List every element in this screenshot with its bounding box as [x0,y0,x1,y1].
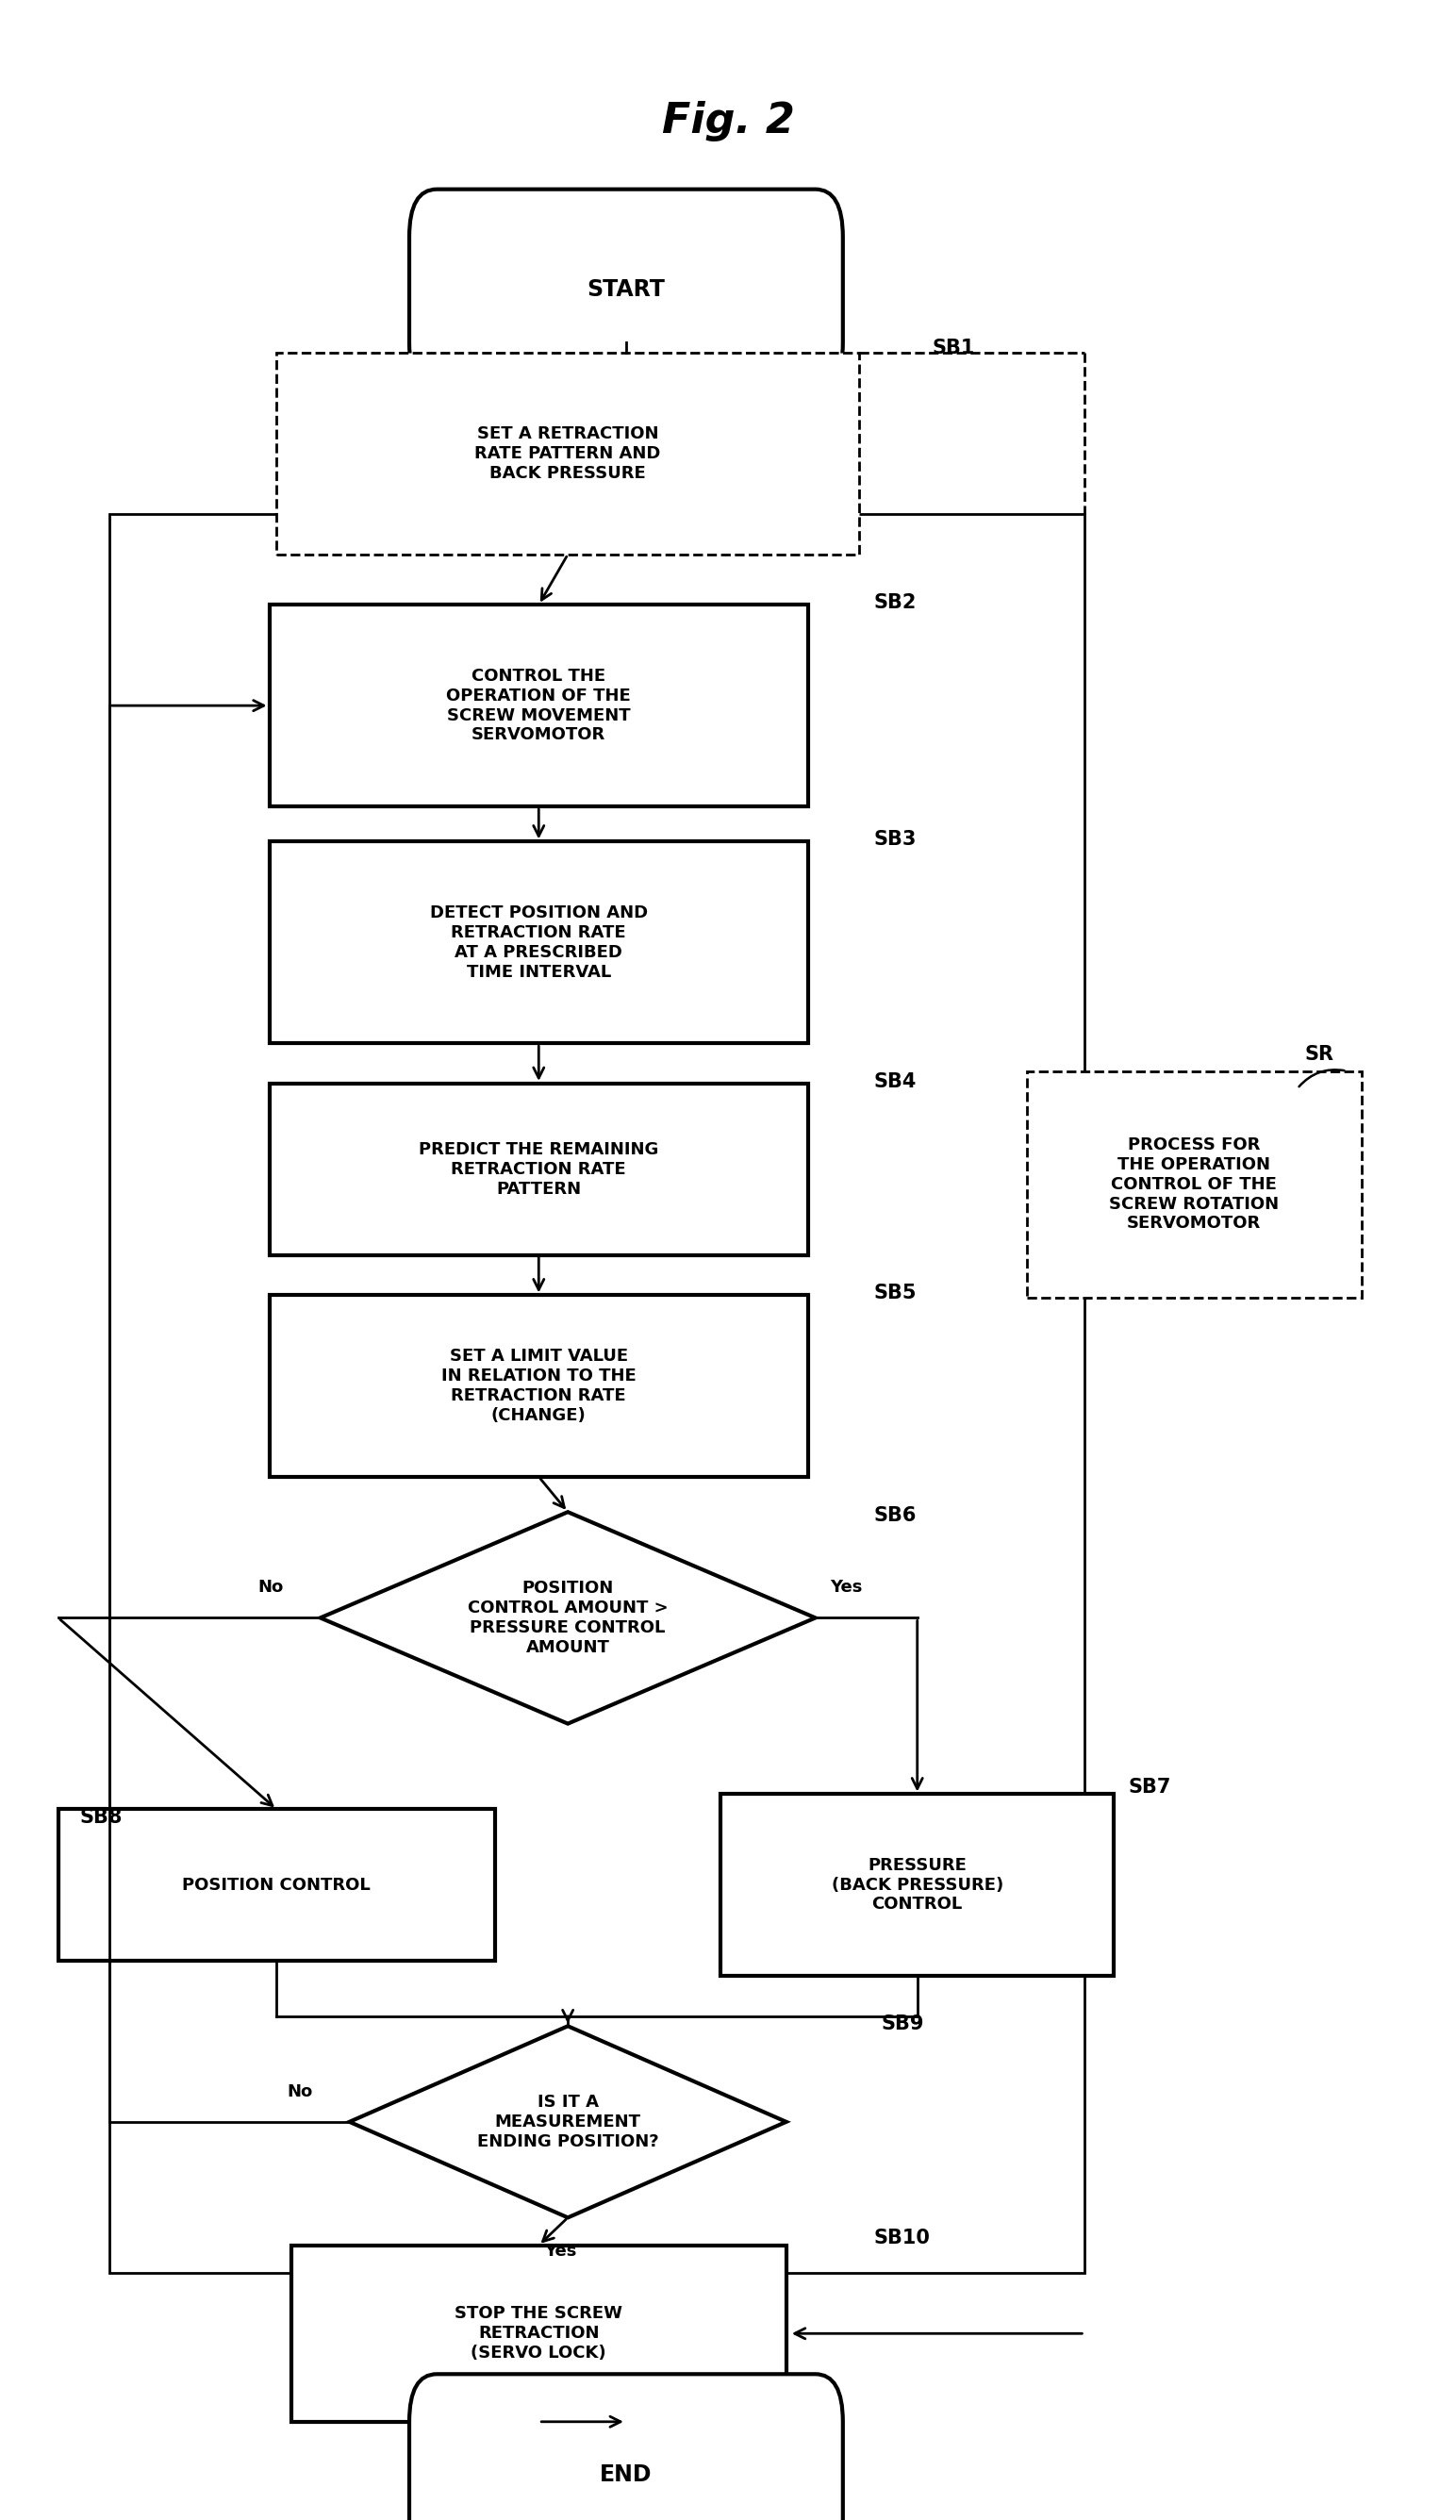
Bar [269,1295,808,1477]
FancyBboxPatch shape [409,2374,843,2520]
Text: Fig. 2: Fig. 2 [661,101,795,141]
Text: SB10: SB10 [874,2230,930,2248]
Text: SB2: SB2 [874,595,916,612]
Bar [291,2245,786,2422]
Text: CONTROL THE
OPERATION OF THE
SCREW MOVEMENT
SERVOMOTOR: CONTROL THE OPERATION OF THE SCREW MOVEM… [447,668,630,743]
Text: SET A LIMIT VALUE
IN RELATION TO THE
RETRACTION RATE
(CHANGE): SET A LIMIT VALUE IN RELATION TO THE RET… [441,1348,636,1424]
Bar [721,1794,1114,1976]
Text: SB9: SB9 [881,2016,923,2034]
Bar [58,1809,495,1961]
Text: SB8: SB8 [80,1809,122,1827]
Text: Yes: Yes [545,2243,577,2260]
Bar [269,605,808,806]
Text: SB3: SB3 [874,832,916,849]
FancyBboxPatch shape [409,189,843,391]
Text: SET A RETRACTION
RATE PATTERN AND
BACK PRESSURE: SET A RETRACTION RATE PATTERN AND BACK P… [475,426,661,481]
Text: No: No [287,2084,313,2099]
Text: END: END [600,2465,652,2485]
Text: PRESSURE
(BACK PRESSURE)
CONTROL: PRESSURE (BACK PRESSURE) CONTROL [831,1857,1003,1913]
Text: STOP THE SCREW
RETRACTION
(SERVO LOCK): STOP THE SCREW RETRACTION (SERVO LOCK) [454,2306,623,2361]
Text: SB7: SB7 [1128,1779,1171,1797]
Text: SB1: SB1 [932,340,974,358]
Text: START: START [587,280,665,300]
Text: Yes: Yes [830,1580,862,1595]
Text: SR: SR [1305,1046,1334,1063]
Polygon shape [349,2026,786,2218]
Bar [277,353,859,554]
Bar [109,514,1085,2273]
Text: PROCESS FOR
THE OPERATION
CONTROL OF THE
SCREW ROTATION
SERVOMOTOR: PROCESS FOR THE OPERATION CONTROL OF THE… [1109,1137,1278,1232]
Text: POSITION CONTROL: POSITION CONTROL [182,1877,371,1893]
Text: SB4: SB4 [874,1074,916,1091]
Text: SB6: SB6 [874,1507,916,1525]
Bar [269,1084,808,1255]
Text: SB5: SB5 [874,1285,916,1303]
Text: No: No [258,1580,284,1595]
Bar [1026,1071,1361,1298]
Text: IS IT A
MEASUREMENT
ENDING POSITION?: IS IT A MEASUREMENT ENDING POSITION? [478,2094,658,2150]
Polygon shape [320,1512,815,1724]
Text: DETECT POSITION AND
RETRACTION RATE
AT A PRESCRIBED
TIME INTERVAL: DETECT POSITION AND RETRACTION RATE AT A… [430,905,648,980]
Text: PREDICT THE REMAINING
RETRACTION RATE
PATTERN: PREDICT THE REMAINING RETRACTION RATE PA… [419,1142,658,1197]
Bar [269,842,808,1043]
Text: POSITION
CONTROL AMOUNT >
PRESSURE CONTROL
AMOUNT: POSITION CONTROL AMOUNT > PRESSURE CONTR… [467,1580,668,1656]
